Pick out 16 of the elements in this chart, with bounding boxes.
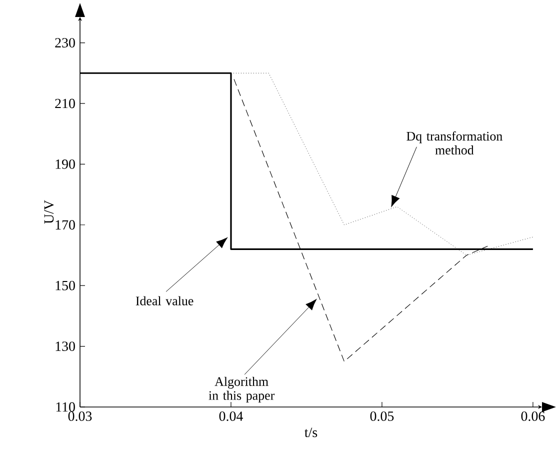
y-tick-label: 110: [56, 402, 75, 412]
x-tick-label: 0.06: [521, 411, 545, 421]
annotation: Ideal value: [136, 296, 194, 306]
y-axis-title: U/V: [44, 200, 54, 224]
x-tick-label: 0.05: [370, 411, 394, 421]
x-tick-label: 0.04: [219, 411, 243, 421]
y-tick-label: 170: [56, 220, 75, 230]
y-tick-label: 210: [55, 98, 75, 108]
y-tick-label: 150: [56, 280, 75, 290]
y-tick-label: 130: [56, 342, 75, 351]
x-tick-label: 0.03: [68, 411, 92, 421]
x-axis-title: t/s: [304, 428, 318, 438]
annotation: Dq transformation method: [406, 131, 502, 155]
y-tick-label: 190: [56, 159, 75, 169]
annotation: Algorithm in this paper: [208, 376, 275, 403]
y-tick-label: 230: [55, 38, 75, 48]
